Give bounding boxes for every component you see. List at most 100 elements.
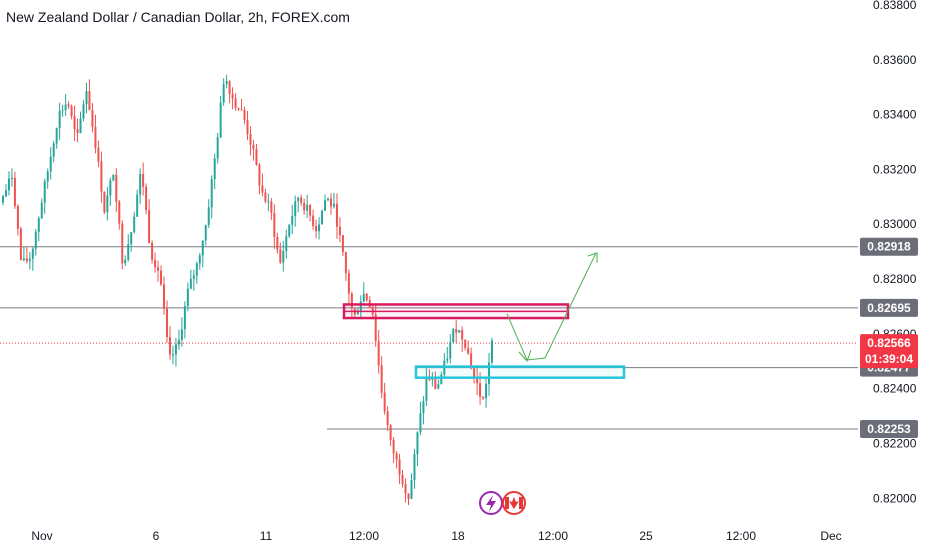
y-tick-label: 0.83200 <box>873 162 917 176</box>
current-price-badge <box>860 334 918 369</box>
candle-body <box>91 110 94 127</box>
candle-body <box>43 181 46 203</box>
x-tick-label: 12:00 <box>349 529 379 543</box>
candle-body <box>341 235 344 253</box>
candle-body <box>404 483 407 494</box>
lightning-bolt <box>486 495 496 512</box>
candle-body <box>312 215 315 227</box>
time-axis: Nov 6 11 12:00 18 12:00 25 12:00 Dec <box>31 529 841 543</box>
candle-body <box>273 212 276 237</box>
candle-body <box>374 314 377 342</box>
current-price-text: 0.82566 <box>867 336 911 350</box>
candle-body <box>440 374 443 385</box>
candle-body <box>46 171 49 182</box>
x-tick-label: 12:00 <box>538 529 568 543</box>
candle-body <box>485 383 488 399</box>
candle-body <box>10 177 13 179</box>
candle-body <box>49 156 52 172</box>
candle-body <box>389 425 392 440</box>
candle-body <box>7 178 10 191</box>
candle-body <box>285 236 288 252</box>
candle-body <box>97 147 100 162</box>
candle-body <box>109 180 112 196</box>
candle-body <box>473 368 476 377</box>
arrowhead-up <box>587 252 598 263</box>
chart-title: New Zealand Dollar / Canadian Dollar, 2h… <box>6 9 350 25</box>
candle-body <box>40 202 43 219</box>
candle-body <box>324 200 327 211</box>
candle-body <box>383 392 386 412</box>
candle-body <box>88 91 91 111</box>
candle-body <box>288 224 291 237</box>
y-tick-label: 0.83800 <box>873 0 917 12</box>
candle-body <box>189 278 192 289</box>
candle-body <box>377 341 380 366</box>
candle-body <box>103 191 106 213</box>
candlesticks <box>2 74 493 506</box>
candle-body <box>458 330 461 333</box>
candle-body <box>431 379 434 381</box>
candle-body <box>303 202 306 211</box>
level-badge <box>860 237 918 256</box>
candle-body <box>350 293 353 309</box>
candle-body <box>240 109 243 111</box>
candle-body <box>31 248 34 259</box>
candle-body <box>28 258 31 262</box>
candle-body <box>171 354 174 356</box>
candle-body <box>165 308 168 338</box>
candle-body <box>52 143 55 157</box>
y-tick-label: 0.83600 <box>873 53 917 67</box>
candle-body <box>255 149 258 165</box>
level-badge-text: 0.82695 <box>867 301 911 315</box>
candle-body <box>151 242 154 260</box>
candle-body <box>154 259 157 268</box>
event-icons <box>479 491 526 515</box>
projection-path[interactable] <box>506 252 597 361</box>
candle-body <box>371 306 374 315</box>
candle-body <box>231 94 234 99</box>
candle-body <box>204 225 207 241</box>
candle-body <box>67 104 70 107</box>
candle-body <box>183 306 186 330</box>
x-tick-label: 18 <box>451 529 465 543</box>
candle-body <box>216 137 219 159</box>
level-badge-text: 0.82253 <box>867 422 911 436</box>
candle-body <box>168 337 171 355</box>
candle-body <box>359 301 362 312</box>
candle-body <box>470 353 473 369</box>
candle-body <box>413 454 416 481</box>
candle-body <box>79 118 82 134</box>
candle-body <box>34 231 37 249</box>
y-tick-label: 0.82800 <box>873 272 917 286</box>
candle-body <box>180 329 183 340</box>
candle-body <box>225 81 228 85</box>
candle-body <box>464 339 467 348</box>
candle-body <box>419 413 422 433</box>
y-tick-label: 0.82200 <box>873 436 917 450</box>
candle-body <box>425 378 428 401</box>
candle-body <box>4 190 7 197</box>
demand-zone-box[interactable] <box>414 365 626 379</box>
candle-body <box>201 240 204 256</box>
candle-body <box>22 258 25 260</box>
candle-body <box>318 224 321 232</box>
candle-body <box>327 198 330 201</box>
candle-body <box>142 173 145 187</box>
candle-body <box>410 480 413 499</box>
candle-body <box>344 252 347 274</box>
candle-body <box>228 81 231 95</box>
candle-body <box>476 376 479 384</box>
flag-right-band <box>519 497 523 509</box>
x-tick-label: Dec <box>820 529 841 543</box>
candle-body <box>157 267 160 271</box>
price-badges: 0.829180.826950.824770.822530.8256601:39… <box>860 237 918 438</box>
level-badge <box>860 419 918 438</box>
candle-body <box>491 340 493 363</box>
candle-body <box>282 251 285 263</box>
candle-body <box>249 134 252 145</box>
candle-body <box>195 263 198 276</box>
candle-body <box>76 129 79 134</box>
candle-body <box>82 104 85 119</box>
candle-body <box>434 379 437 389</box>
